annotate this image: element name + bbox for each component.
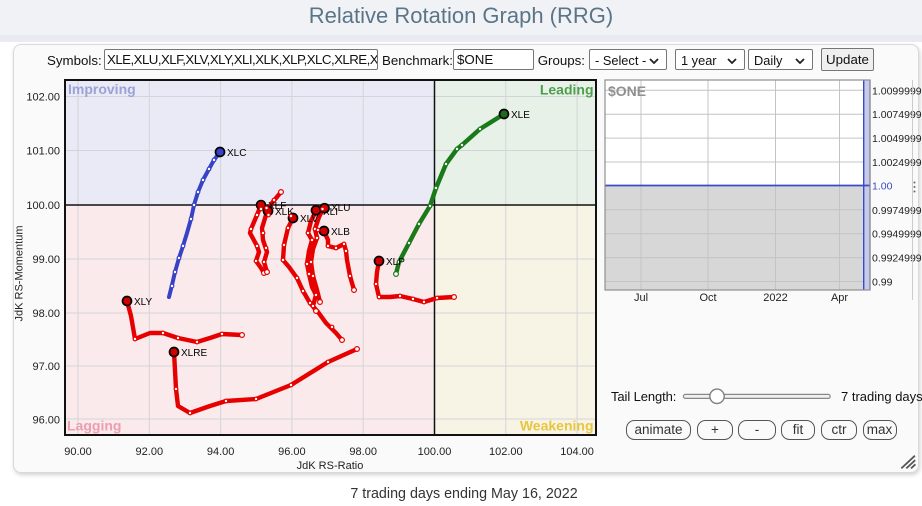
svg-text:102.00: 102.00: [26, 92, 60, 104]
svg-text:XLC: XLC: [227, 148, 246, 159]
svg-text:94.00: 94.00: [207, 446, 235, 458]
svg-text:100.00: 100.00: [418, 446, 452, 458]
svg-text:96.00: 96.00: [32, 414, 60, 426]
svg-text:Lagging: Lagging: [67, 418, 121, 434]
svg-text:XLRE: XLRE: [181, 348, 207, 359]
svg-text:1.00249999: 1.00249999: [872, 157, 922, 169]
svg-text:96.00: 96.00: [278, 446, 306, 458]
svg-text:1.00499999: 1.00499999: [872, 133, 922, 145]
svg-text:1.00: 1.00: [872, 181, 893, 193]
svg-text:JdK RS-Ratio: JdK RS-Ratio: [297, 460, 364, 472]
svg-text:XLV: XLV: [300, 214, 318, 225]
svg-text:98.00: 98.00: [349, 446, 377, 458]
svg-text:1.00749999: 1.00749999: [872, 109, 922, 121]
svg-text:Jul: Jul: [634, 292, 648, 304]
svg-text:101.00: 101.00: [26, 146, 60, 158]
svg-text:Oct: Oct: [699, 292, 716, 304]
svg-text:XLF: XLF: [268, 201, 286, 212]
svg-text:0.99499999: 0.99499999: [872, 229, 922, 241]
svg-text:1.00999999: 1.00999999: [872, 85, 922, 97]
svg-text:$ONE: $ONE: [608, 83, 646, 99]
svg-text:0.99: 0.99: [872, 277, 893, 289]
svg-text:Apr: Apr: [831, 292, 848, 304]
svg-text:100.00: 100.00: [26, 200, 60, 212]
svg-text:90.00: 90.00: [64, 446, 92, 458]
svg-text:XLK: XLK: [275, 207, 294, 218]
svg-text:97.00: 97.00: [32, 361, 60, 373]
svg-text:2022: 2022: [763, 292, 787, 304]
svg-text:Improving: Improving: [68, 81, 136, 97]
svg-text:XLY: XLY: [134, 297, 152, 308]
svg-text:102.00: 102.00: [489, 446, 523, 458]
svg-text:XLU: XLU: [331, 203, 350, 214]
svg-text:JdK RS-Momentum: JdK RS-Momentum: [13, 226, 25, 322]
svg-text:0.99249999: 0.99249999: [872, 253, 922, 265]
svg-text:Leading: Leading: [540, 82, 594, 98]
svg-text:0.99749999: 0.99749999: [872, 205, 922, 217]
svg-text:92.00: 92.00: [136, 446, 164, 458]
svg-text:XLE: XLE: [511, 110, 530, 121]
svg-text:98.00: 98.00: [32, 308, 60, 320]
svg-text:99.00: 99.00: [32, 254, 60, 266]
svg-text:XLB: XLB: [331, 227, 350, 238]
svg-text:104.00: 104.00: [560, 446, 594, 458]
svg-text:XLP: XLP: [386, 257, 405, 268]
svg-text:Weakening: Weakening: [520, 418, 594, 434]
svg-text:XLI: XLI: [323, 207, 338, 218]
